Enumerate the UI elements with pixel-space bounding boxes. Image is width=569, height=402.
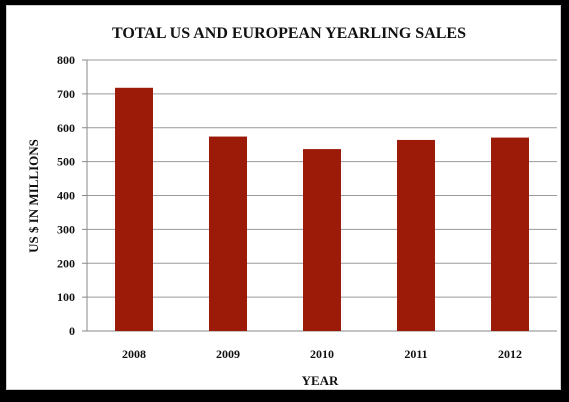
y-tick-label: 0	[69, 324, 75, 338]
x-tick-label: 2008	[122, 347, 146, 361]
y-tick-label: 400	[57, 189, 75, 203]
x-tick-label: 2009	[216, 347, 240, 361]
y-tick-label: 500	[57, 155, 75, 169]
chart-frame	[6, 5, 561, 390]
bar-2008	[115, 87, 153, 331]
chart-title: TOTAL US AND EUROPEAN YEARLING SALES	[112, 25, 466, 42]
bar-2011	[397, 139, 435, 331]
bar-2010	[303, 149, 341, 331]
y-tick-label: 300	[57, 222, 75, 236]
x-axis-label: YEAR	[302, 373, 339, 388]
y-tick-label: 200	[57, 256, 75, 270]
y-tick-label: 700	[57, 87, 75, 101]
y-tick-label: 600	[57, 121, 75, 135]
y-axis-label: US $ IN MILLIONS	[26, 139, 41, 253]
y-tick-label: 100	[57, 290, 75, 304]
x-tick-label: 2010	[310, 347, 334, 361]
bar-2012	[491, 137, 529, 331]
bar-2009	[209, 136, 247, 331]
y-tick-label: 800	[57, 53, 75, 67]
x-tick-label: 2012	[498, 347, 522, 361]
x-tick-label: 2011	[404, 347, 427, 361]
